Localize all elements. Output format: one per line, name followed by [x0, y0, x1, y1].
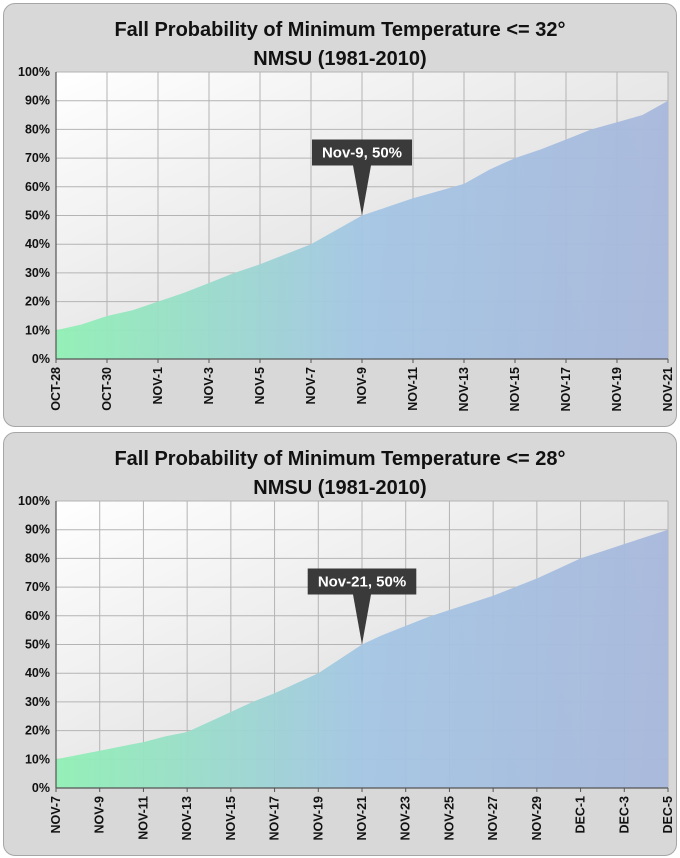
- annotation-callout: Nov-9, 50%: [312, 139, 412, 216]
- y-tick-label: 0%: [32, 352, 50, 366]
- x-tick-label: NOV-11: [136, 796, 150, 840]
- x-tick-label: OCT-28: [49, 367, 63, 411]
- x-tick-label: NOV-19: [610, 367, 624, 412]
- x-tick-label: DEC-3: [617, 796, 631, 834]
- x-tick-label: NOV-27: [486, 796, 500, 841]
- x-tick-label: NOV-9: [93, 796, 107, 834]
- y-tick-label: 80%: [25, 122, 50, 136]
- annotation-callout: Nov-21, 50%: [307, 568, 417, 645]
- chart-subtitle: NMSU (1981-2010): [253, 477, 427, 499]
- probability-area: [56, 100, 668, 359]
- y-tick-label: 40%: [25, 237, 50, 251]
- y-tick-label: 30%: [25, 266, 50, 280]
- x-tick-label: DEC-5: [661, 796, 675, 834]
- y-tick-label: 70%: [25, 151, 50, 165]
- y-tick-label: 50%: [25, 209, 50, 223]
- y-tick-label: 50%: [25, 638, 50, 652]
- y-tick-label: 100%: [18, 494, 50, 508]
- y-tick-label: 0%: [32, 781, 50, 795]
- y-tick-label: 90%: [25, 94, 50, 108]
- probability-area: [56, 529, 668, 788]
- area-chart-28: 0% 10% 20% 30% 40% 50% 60% 70% 80% 90% 100% NOV-7 NO…: [18, 494, 675, 841]
- x-tick-label: NOV-1: [151, 367, 165, 405]
- y-tick-label: 60%: [25, 180, 50, 194]
- y-tick-label: 80%: [25, 551, 50, 565]
- chart-subtitle: NMSU (1981-2010): [253, 48, 427, 70]
- y-tick-label: 20%: [25, 295, 50, 309]
- x-tick-label: NOV-21: [355, 796, 369, 841]
- x-tick-label: NOV-13: [180, 796, 194, 841]
- y-tick-label: 10%: [25, 323, 50, 337]
- chart-panel-28: Fall Probability of Minimum Temperature …: [3, 432, 677, 856]
- x-tick-label: NOV-3: [202, 367, 216, 405]
- x-tick-label: NOV-11: [406, 367, 420, 411]
- y-tick-label: 10%: [25, 752, 50, 766]
- x-tick-label: NOV-19: [311, 796, 325, 841]
- y-tick-label: 40%: [25, 666, 50, 680]
- y-tick-label: 100%: [18, 65, 50, 79]
- chart-title: Fall Probability of Minimum Temperature …: [114, 448, 566, 470]
- y-tick-label: 60%: [25, 609, 50, 623]
- x-tick-label: OCT-30: [100, 367, 114, 411]
- x-tick-label: NOV-9: [355, 367, 369, 405]
- annotation-label: Nov-9, 50%: [322, 145, 402, 162]
- x-tick-label: NOV-17: [559, 367, 573, 412]
- x-tick-label: NOV-29: [530, 796, 544, 841]
- area-chart-32: 0% 10% 20% 30% 40% 50% 60% 70% 80% 90% 100% OCT-28 O…: [18, 65, 675, 412]
- x-tick-label: DEC-1: [574, 796, 588, 834]
- x-tick-label: NOV-23: [399, 796, 413, 841]
- annotation-label: Nov-21, 50%: [318, 574, 406, 591]
- y-tick-label: 20%: [25, 724, 50, 738]
- x-tick-label: NOV-21: [661, 367, 675, 412]
- x-tick-label: NOV-13: [457, 367, 471, 412]
- chart-panel-32: Fall Probability of Minimum Temperature …: [3, 3, 677, 427]
- x-tick-label: NOV-25: [442, 796, 456, 841]
- x-tick-label: NOV-5: [253, 367, 267, 405]
- x-tick-label: NOV-15: [224, 796, 238, 841]
- x-tick-label: NOV-17: [268, 796, 282, 841]
- y-tick-label: 90%: [25, 523, 50, 537]
- chart-title: Fall Probability of Minimum Temperature …: [114, 19, 566, 41]
- x-tick-label: NOV-7: [304, 367, 318, 405]
- y-tick-label: 30%: [25, 695, 50, 709]
- y-tick-label: 70%: [25, 580, 50, 594]
- x-tick-label: NOV-15: [508, 367, 522, 412]
- x-tick-label: NOV-7: [49, 796, 63, 834]
